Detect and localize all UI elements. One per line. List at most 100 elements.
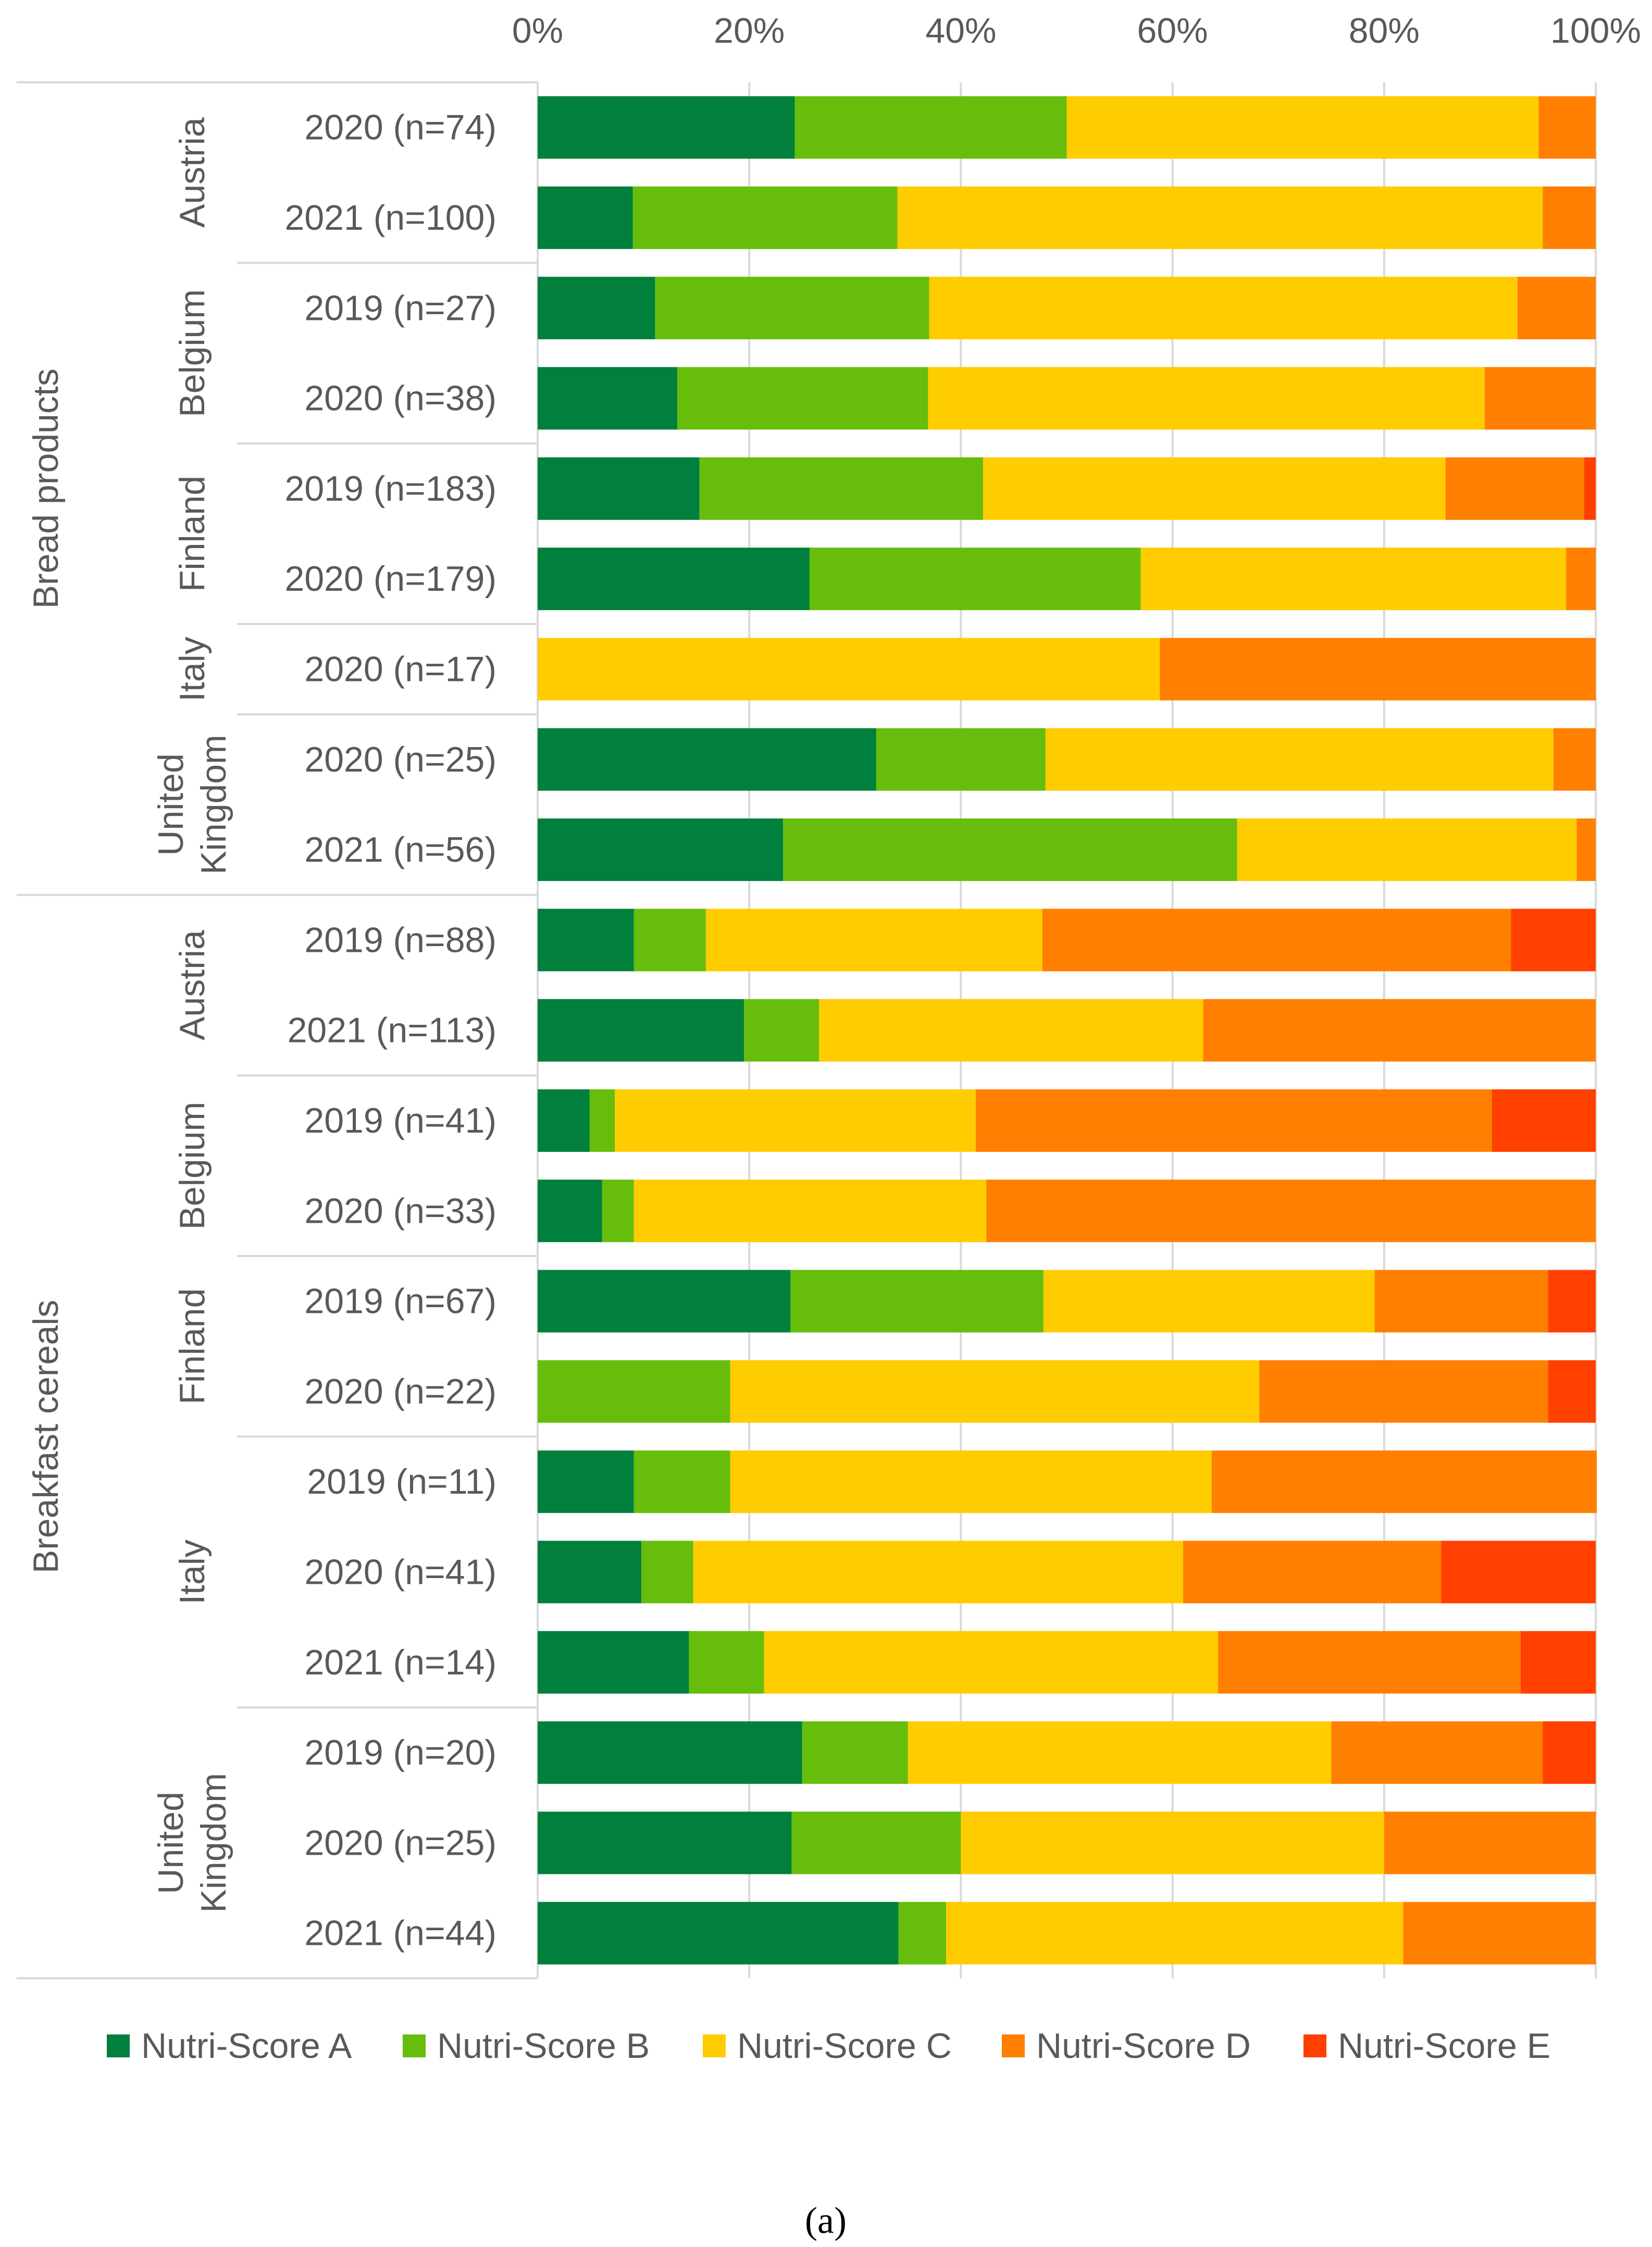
bar-segment <box>928 367 1485 430</box>
bar-segment <box>589 1089 615 1152</box>
bar-segment <box>1218 1631 1521 1694</box>
bar-segment <box>538 1721 802 1784</box>
bar-segment <box>897 186 1543 249</box>
country-label: Kingdom <box>194 1773 233 1913</box>
bar-segment <box>764 1631 1218 1694</box>
bar-segment <box>791 1811 961 1874</box>
bar-segment <box>794 96 1067 159</box>
x-tick-label: 80% <box>1349 11 1420 51</box>
country-label: Finland <box>172 1288 212 1405</box>
legend-label: Nutri-Score E <box>1338 2026 1550 2066</box>
bar-segment <box>898 1902 946 1965</box>
legend-swatch <box>1303 2034 1326 2057</box>
bar-segment <box>975 1089 1492 1152</box>
bar-segment <box>634 909 706 972</box>
legend-swatch <box>703 2034 726 2057</box>
row-label: 2019 (n=88) <box>304 920 496 960</box>
bar-segment <box>908 1721 1332 1784</box>
row-label: 2020 (n=179) <box>285 559 496 599</box>
row-label: 2020 (n=25) <box>304 740 496 779</box>
bar-segment <box>961 1811 1384 1874</box>
bar-segment <box>1445 457 1584 520</box>
bar-segment <box>1492 1089 1596 1152</box>
bar-segment <box>538 367 678 430</box>
country-label: Belgium <box>172 289 212 417</box>
bar-segment <box>538 1270 791 1333</box>
x-tick-label: 0% <box>512 11 563 51</box>
row-label: 2019 (n=20) <box>304 1733 496 1772</box>
bar-segment <box>1543 186 1596 249</box>
bar-segment <box>602 1180 634 1243</box>
legend-label: Nutri-Score A <box>141 2026 352 2066</box>
bar-segment <box>634 1180 987 1243</box>
row-label: 2020 (n=38) <box>304 379 496 418</box>
figure-caption: (a) <box>805 2200 847 2241</box>
bar-segment <box>538 999 744 1062</box>
group-label: Breakfast cereals <box>26 1300 66 1573</box>
bar-segment <box>1384 1811 1596 1874</box>
bar-segment <box>538 1360 730 1423</box>
row-label: 2019 (n=183) <box>285 469 496 508</box>
bar-segment <box>929 277 1518 340</box>
bar-segment <box>802 1721 908 1784</box>
row-label: 2020 (n=33) <box>304 1191 496 1231</box>
bar-segment <box>1160 638 1596 701</box>
bar-segment <box>689 1631 764 1694</box>
bar-segment <box>1543 1721 1596 1784</box>
bar-segment <box>538 1089 590 1152</box>
bar-segment <box>699 457 984 520</box>
row-label: 2020 (n=25) <box>304 1823 496 1863</box>
x-axis-ticks: 0% 20% 40% 60% 80% 100% <box>512 11 1641 51</box>
bar-segment <box>809 548 1141 611</box>
row-label: 2021 (n=14) <box>304 1643 496 1682</box>
bar-segment <box>1043 1270 1375 1333</box>
country-label: Finland <box>172 476 212 592</box>
x-tick-label: 20% <box>714 11 785 51</box>
country-label: Kingdom <box>194 735 233 874</box>
bar-segment <box>1203 999 1596 1062</box>
bar-segment <box>983 457 1446 520</box>
legend-label: Nutri-Score B <box>437 2026 650 2066</box>
row-label: 2021 (n=44) <box>304 1914 496 1953</box>
bar-segment <box>1566 548 1596 611</box>
bar-segment <box>986 1180 1596 1243</box>
country-label: United <box>151 753 191 856</box>
bar-segment <box>744 999 819 1062</box>
bar-segment <box>783 818 1237 882</box>
bar-segment <box>538 1631 689 1694</box>
bar-segment <box>1520 1631 1596 1694</box>
bar-segment <box>1374 1270 1548 1333</box>
bar-segment <box>1584 457 1596 520</box>
row-label: 2021 (n=100) <box>285 198 496 238</box>
bar-segment <box>1548 1270 1596 1333</box>
legend: Nutri-Score A Nutri-Score B Nutri-Score C N… <box>107 2026 1550 2066</box>
bar-segment <box>634 1450 730 1513</box>
bar-segment <box>677 367 928 430</box>
country-label: Austria <box>172 117 212 228</box>
row-label: 2019 (n=41) <box>304 1101 496 1140</box>
bar-segment <box>876 728 1046 791</box>
x-tick-label: 60% <box>1137 11 1208 51</box>
row-label: 2020 (n=17) <box>304 649 496 689</box>
bar-segment <box>819 999 1203 1062</box>
bar-segment <box>1211 1450 1597 1513</box>
row-label: 2020 (n=22) <box>304 1372 496 1411</box>
x-tick-label: 100% <box>1550 11 1641 51</box>
bar-segment <box>538 1811 792 1874</box>
row-label: 2020 (n=41) <box>304 1552 496 1592</box>
legend-swatch <box>403 2034 426 2057</box>
bar-segment <box>1140 548 1567 611</box>
bar-segment <box>1403 1902 1596 1965</box>
row-label: 2019 (n=67) <box>304 1282 496 1321</box>
bar-segment <box>1237 818 1577 882</box>
country-label: Italy <box>172 1540 212 1605</box>
bar-segment <box>1538 96 1596 159</box>
bar-segment <box>1511 909 1596 972</box>
bar-segment <box>538 1180 602 1243</box>
country-label: United <box>151 1792 191 1894</box>
bar-segment <box>1576 818 1596 882</box>
bar-segment <box>538 818 784 882</box>
bar-segment <box>946 1902 1403 1965</box>
bar-segment <box>538 277 655 340</box>
